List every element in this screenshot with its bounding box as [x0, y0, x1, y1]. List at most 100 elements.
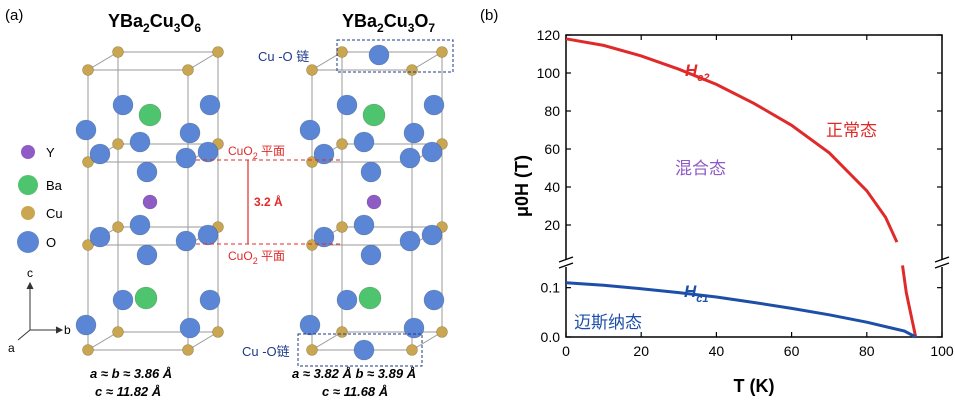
mixed-state-label: 混合态 — [675, 159, 726, 178]
ba-atom — [138, 103, 162, 127]
upper-plane-label: CuO2 平面 — [228, 144, 285, 161]
o-atom — [175, 147, 197, 169]
cu-atom — [336, 221, 348, 233]
axis-break-mark — [558, 256, 574, 263]
x-tick-label: 40 — [709, 343, 725, 359]
cu-atom — [306, 344, 318, 356]
ba-atom — [362, 103, 386, 127]
right-lattice-params-1: a ≈ 3.82 Å b ≈ 3.89 Å — [292, 366, 416, 381]
right-crystal-title: YBa2Cu3O7 — [342, 11, 435, 35]
axis-break-mark — [558, 262, 574, 269]
axis-break-mark — [934, 262, 950, 269]
crystal-yba2cu3o6 — [75, 46, 224, 356]
o-atom — [179, 317, 201, 339]
o-atom — [75, 119, 97, 141]
lower-plane-label: CuO2 平面 — [228, 249, 285, 266]
o-atom — [423, 289, 445, 311]
left-lattice-params-1: a ≈ b ≈ 3.86 Å — [90, 366, 172, 381]
o-atom — [336, 94, 358, 116]
cu-atom — [112, 46, 124, 58]
legend-o-label: O — [46, 235, 56, 250]
axis-break-gap — [936, 259, 948, 267]
o-atom — [313, 226, 335, 248]
o-atom — [403, 317, 425, 339]
o-atom — [299, 119, 321, 141]
cu-atom — [306, 239, 318, 251]
o-atom — [112, 94, 134, 116]
o-atom — [403, 122, 425, 144]
o-atom — [353, 131, 375, 153]
legend-y-atom — [21, 145, 35, 159]
series-hc2-tail — [901, 265, 918, 338]
x-tick-label: 60 — [784, 343, 800, 359]
ba-atom — [358, 286, 382, 310]
o-atom — [199, 94, 221, 116]
cu-atom — [82, 64, 94, 76]
o-atom — [89, 143, 111, 165]
crystal-yba2cu3o7 — [299, 44, 448, 361]
top-chain-label: Cu -O 链 — [258, 49, 309, 64]
x-axis-label: T (K) — [734, 376, 775, 396]
cu-atom — [336, 326, 348, 338]
x-tick-label: 80 — [859, 343, 875, 359]
cu-atom — [182, 344, 194, 356]
right-lattice-params-2: c ≈ 11.68 Å — [322, 384, 388, 399]
o-atom — [399, 230, 421, 252]
panel-a-label: (a) — [5, 7, 23, 24]
top-chain-box — [336, 39, 454, 73]
normal-state-label: 正常态 — [826, 121, 877, 140]
cu-atom — [212, 326, 224, 338]
axis-b-label: b — [64, 323, 71, 337]
cu-atom — [112, 138, 124, 150]
cu-atom — [82, 344, 94, 356]
y-axis-label: μ0H (T) — [512, 155, 532, 217]
plot-frame — [565, 34, 943, 338]
cu-atom — [112, 326, 124, 338]
cu-atom — [82, 239, 94, 251]
o-atom — [197, 224, 219, 246]
cu-atom — [336, 138, 348, 150]
o-atom — [313, 143, 335, 165]
o-atom — [353, 214, 375, 236]
x-tick-label: 20 — [633, 343, 649, 359]
legend-cu-label: Cu — [46, 206, 63, 221]
o-atom — [421, 224, 443, 246]
o-atom — [112, 289, 134, 311]
axis-break-mark — [934, 256, 950, 263]
bottom-chain-box — [297, 333, 423, 367]
cu-atom — [112, 221, 124, 233]
x-tick-label: 0 — [562, 343, 570, 359]
chain-o-atom — [353, 339, 375, 361]
legend-o-atom — [17, 231, 39, 253]
o-atom — [136, 244, 158, 266]
o-atom — [360, 244, 382, 266]
o-atom — [423, 94, 445, 116]
o-atom — [75, 314, 97, 336]
o-atom — [199, 289, 221, 311]
y-atom — [366, 194, 382, 210]
ba-atom — [134, 286, 158, 310]
cu-atom — [182, 64, 194, 76]
o-atom — [336, 289, 358, 311]
cu-atom — [406, 64, 418, 76]
y-tick-label: 0.1 — [541, 280, 561, 296]
y-atom — [142, 194, 158, 210]
cu-atom — [436, 326, 448, 338]
o-atom — [179, 122, 201, 144]
plane-distance-label: 3.2 Å — [254, 194, 283, 209]
series-hc1-line — [565, 281, 917, 339]
axis-break-gap — [560, 259, 572, 267]
o-atom — [197, 141, 219, 163]
cu-atom — [406, 344, 418, 356]
cu-atom — [436, 46, 448, 58]
y-tick-label: 80 — [544, 103, 560, 119]
lattice-axes-triad — [17, 281, 64, 341]
bottom-chain-label: Cu -O链 — [242, 344, 290, 359]
atom-legend: Y Ba Cu O — [17, 145, 63, 253]
cu-atom — [306, 64, 318, 76]
y-tick-label: 20 — [544, 217, 560, 233]
o-atom — [129, 214, 151, 236]
o-atom — [360, 161, 382, 183]
y-tick-label: 60 — [544, 141, 560, 157]
